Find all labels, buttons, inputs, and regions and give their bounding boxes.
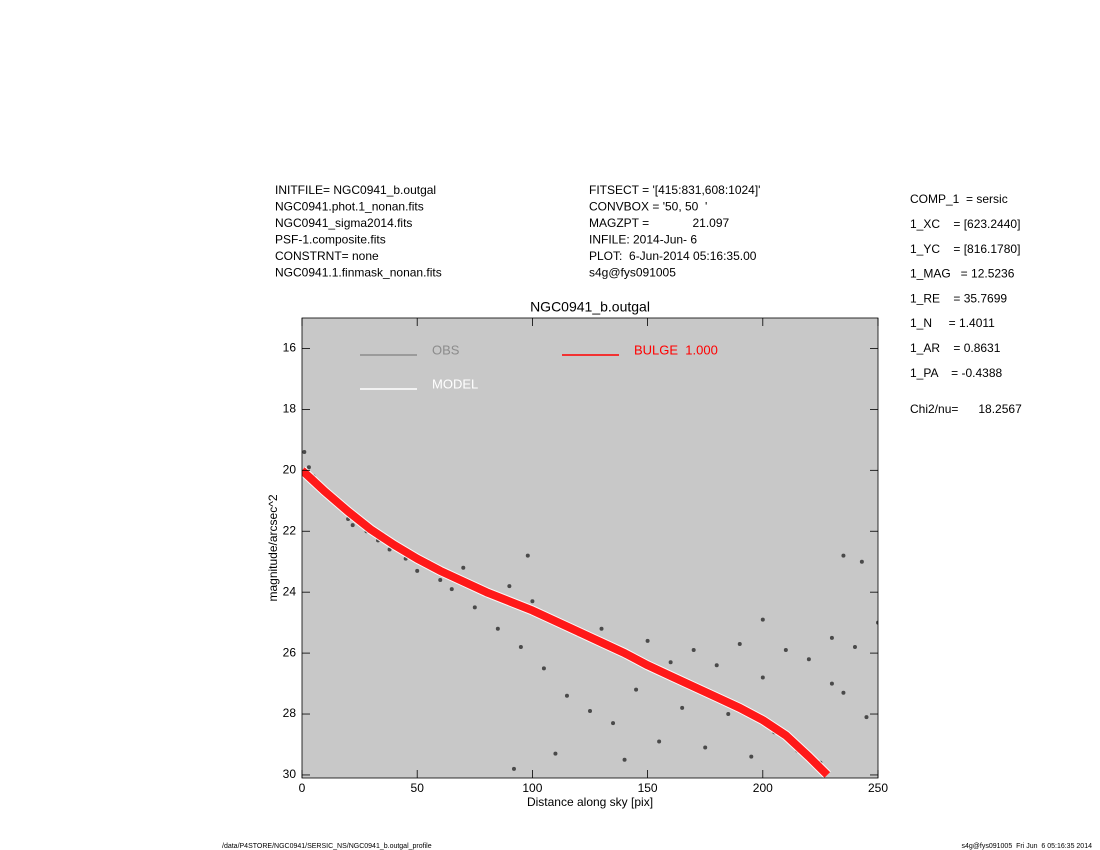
obs-point <box>783 648 788 653</box>
legend-label: BULGE 1.000 <box>634 342 718 357</box>
obs-point <box>841 553 846 558</box>
header-left-line: NGC0941.phot.1_nonan.fits <box>275 200 424 214</box>
obs-point <box>806 657 811 662</box>
header-left-line: CONSTRNT= none <box>275 249 379 263</box>
obs-point <box>852 645 857 650</box>
obs-point <box>645 638 650 643</box>
header-left-line: NGC0941_sigma2014.fits <box>275 216 412 230</box>
obs-point <box>564 693 569 698</box>
obs-point <box>829 681 834 686</box>
header-left-line: NGC0941.1.finmask_nonan.fits <box>275 266 442 280</box>
y-axis-label: magnitude/arcsec^2 <box>266 494 280 601</box>
x-tick-label: 50 <box>411 781 425 795</box>
fit-parameter: 1_YC = [816.1780] <box>910 242 1020 256</box>
obs-point <box>599 626 604 631</box>
fit-parameter: 1_PA = -0.4388 <box>910 366 1003 380</box>
obs-point <box>680 705 685 710</box>
header-middle-line: INFILE: 2014-Jun- 6 <box>589 233 697 247</box>
y-tick-label: 28 <box>283 706 297 720</box>
obs-point <box>350 523 355 528</box>
obs-point <box>703 745 708 750</box>
footer-path: /data/P4STORE/NGC0941/SERSIC_NS/NGC0941_… <box>222 843 432 850</box>
header-middle-line: CONVBOX = '50, 50 ' <box>589 200 707 214</box>
x-tick-label: 200 <box>753 781 773 795</box>
header-left-line: PSF-1.composite.fits <box>275 233 386 247</box>
y-tick-label: 26 <box>283 645 297 659</box>
fit-parameter: 1_AR = 0.8631 <box>910 341 1001 355</box>
profile-line <box>302 467 831 778</box>
obs-point <box>622 757 627 762</box>
obs-point <box>495 626 500 631</box>
obs-point <box>726 712 731 717</box>
obs-point <box>841 690 846 695</box>
obs-point <box>737 641 742 646</box>
obs-point <box>829 635 834 640</box>
obs-point <box>507 584 512 589</box>
obs-point <box>553 751 558 756</box>
x-tick-label: 100 <box>522 781 542 795</box>
header-middle-line: MAGZPT = 21.097 <box>589 216 729 230</box>
obs-point <box>518 645 523 650</box>
fit-parameter: 1_MAG = 12.5236 <box>910 267 1015 281</box>
footer-stamp: s4g@fys091005 Fri Jun 6 05:16:35 2014 <box>962 843 1093 850</box>
obs-point <box>657 739 662 744</box>
obs-point <box>714 663 719 668</box>
y-tick-label: 18 <box>283 402 297 416</box>
obs-point <box>530 599 535 604</box>
obs-point <box>449 587 454 592</box>
x-axis-label: Distance along sky [pix] <box>527 795 653 809</box>
obs-point <box>760 617 765 622</box>
obs-point <box>511 766 516 771</box>
header-middle-line: FITSECT = '[415:831,608:1024]' <box>589 183 760 197</box>
obs-point <box>691 648 696 653</box>
x-tick-label: 0 <box>299 781 306 795</box>
obs-point <box>668 660 673 665</box>
plot-frame <box>301 317 879 779</box>
obs-point <box>306 465 311 470</box>
obs-point <box>525 553 530 558</box>
obs-point <box>876 620 878 625</box>
fit-parameter: 1_RE = 35.7699 <box>910 291 1007 305</box>
y-tick-label: 16 <box>283 341 297 355</box>
plot-content <box>302 450 878 778</box>
chart-title: NGC0941_b.outgal <box>530 299 650 315</box>
obs-point <box>415 568 420 573</box>
fit-parameter: 1_N = 1.4011 <box>910 316 995 330</box>
y-tick-label: 24 <box>283 584 297 598</box>
obs-point <box>634 687 639 692</box>
chi2-text: Chi2/nu= 18.2567 <box>910 402 1022 416</box>
obs-point <box>611 721 616 726</box>
obs-point <box>864 715 869 720</box>
obs-point <box>541 666 546 671</box>
y-tick-label: 30 <box>283 767 297 781</box>
x-tick-label: 250 <box>868 781 888 795</box>
obs-point <box>472 605 477 610</box>
obs-point <box>749 754 754 759</box>
obs-point <box>461 565 466 570</box>
y-tick-label: 22 <box>283 523 297 537</box>
header-middle-line: s4g@fys091005 <box>589 266 676 280</box>
fit-parameter: COMP_1 = sersic <box>910 192 1008 206</box>
obs-point <box>588 708 592 713</box>
x-tick-label: 150 <box>638 781 658 795</box>
fit-parameter: 1_XC = [623.2440] <box>910 217 1020 231</box>
header-middle-line: PLOT: 6-Jun-2014 05:16:35.00 <box>589 249 757 263</box>
legend-label: MODEL <box>432 376 478 391</box>
obs-point <box>438 577 443 582</box>
obs-point <box>859 559 864 564</box>
obs-point <box>302 450 307 455</box>
y-tick-label: 20 <box>283 462 297 476</box>
header-left-line: INITFILE= NGC0941_b.outgal <box>275 183 436 197</box>
obs-point <box>760 675 765 680</box>
legend-label: OBS <box>432 342 460 357</box>
